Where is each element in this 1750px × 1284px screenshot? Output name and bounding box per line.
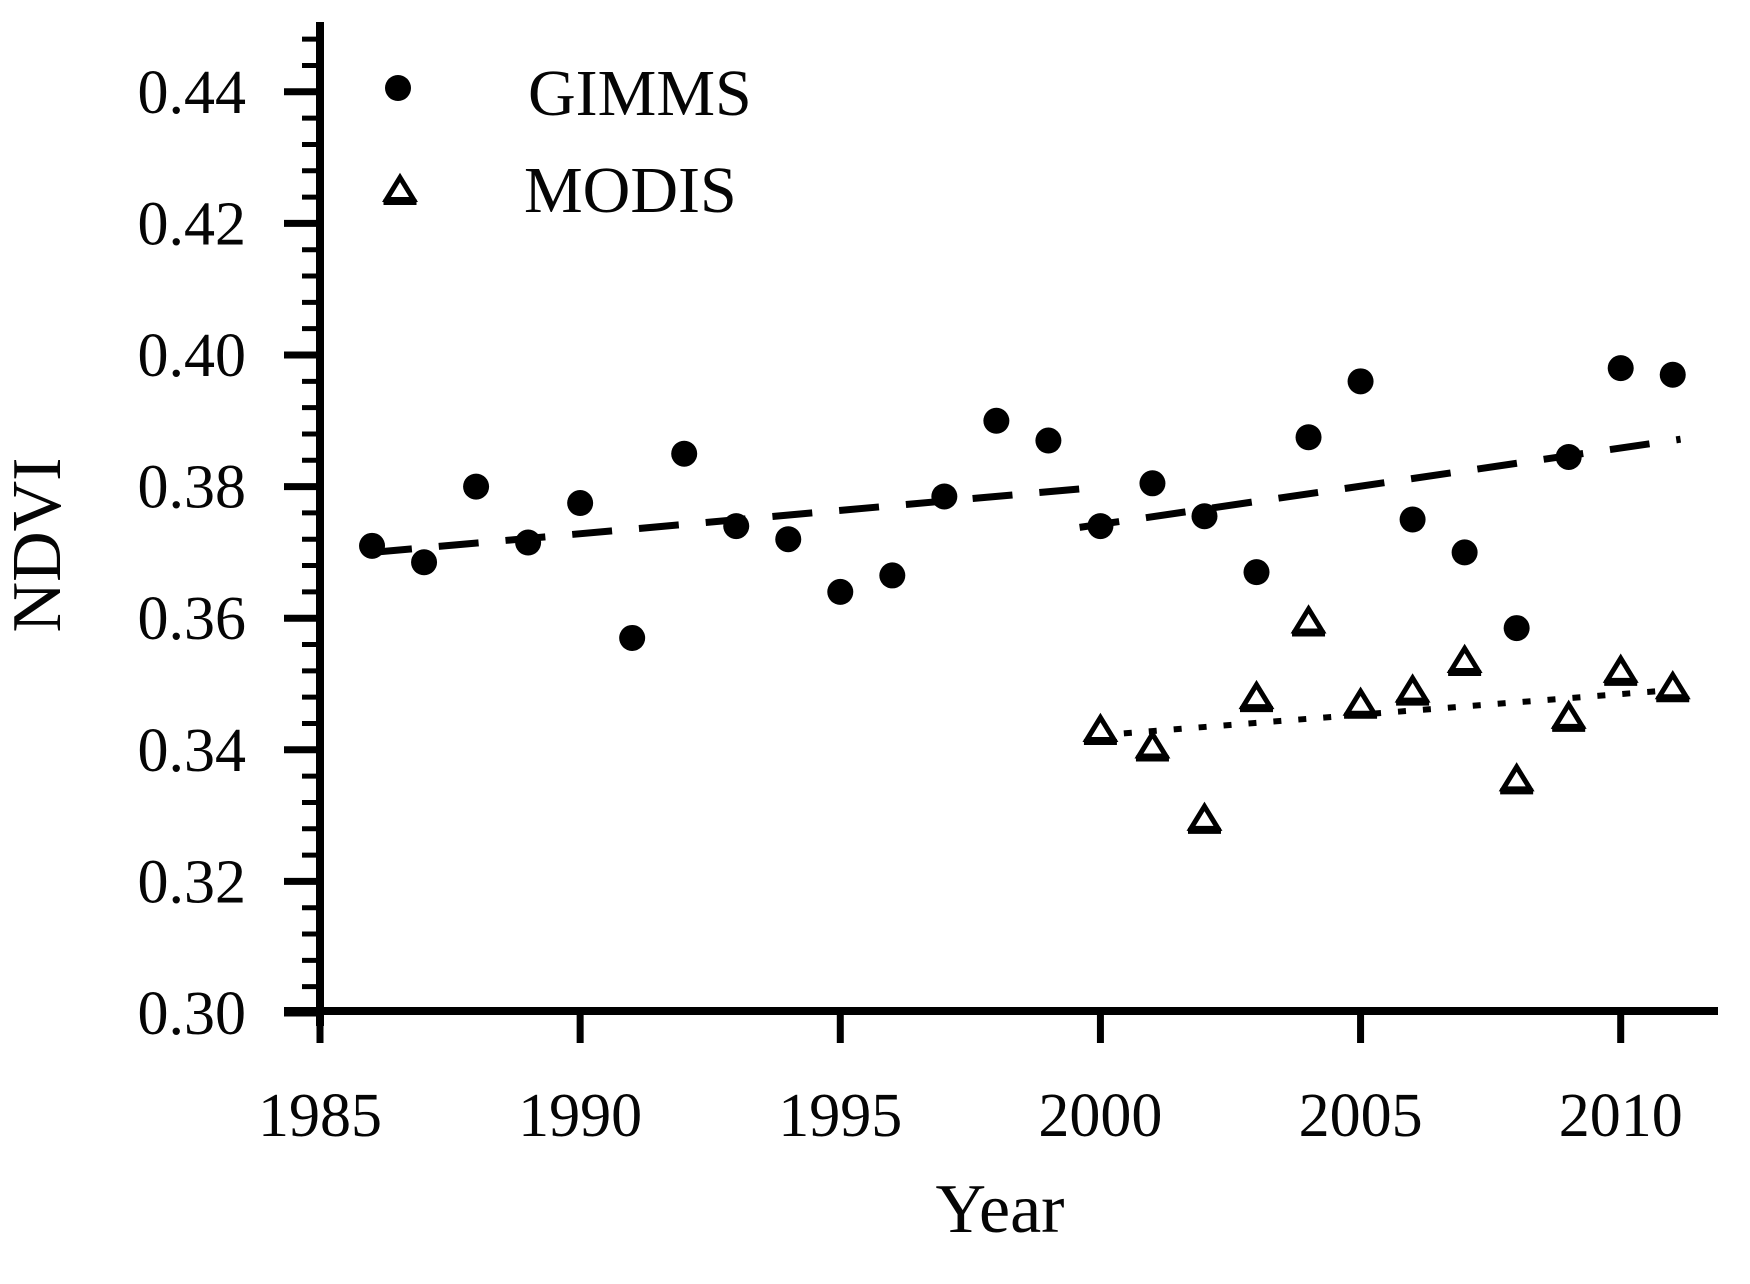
triangle-icon <box>1654 670 1691 700</box>
gimms-point <box>1087 513 1114 540</box>
y-tick-label: 0.38 <box>138 454 247 522</box>
legend-modis-marker <box>382 172 418 205</box>
gimms-point <box>1191 503 1218 530</box>
gimms-point <box>1659 361 1686 388</box>
gimms-point <box>359 532 386 559</box>
legend-gimms-label: GIMMS <box>528 57 752 130</box>
gimms-point <box>775 526 802 553</box>
y-tick-label: 0.36 <box>138 585 247 653</box>
triangle-icon <box>1082 712 1119 743</box>
gimms-point <box>931 483 958 510</box>
gimms-point <box>671 440 698 467</box>
modis-point <box>1186 801 1223 834</box>
triangle-icon <box>1134 729 1171 759</box>
gimms-point <box>1607 355 1634 382</box>
gimms-point <box>827 578 854 605</box>
gimms-point <box>1035 427 1062 454</box>
modis-point <box>1238 679 1275 713</box>
gimms-point <box>1399 506 1426 533</box>
y-tick-label: 0.34 <box>138 717 247 785</box>
triangle-icon <box>1498 762 1535 792</box>
modis-point <box>1550 699 1587 732</box>
gimms-trend-line <box>1079 435 1682 531</box>
modis-point <box>1446 643 1483 676</box>
modis-point <box>1134 729 1171 762</box>
gimms-point <box>567 490 594 517</box>
x-tick-label: 2000 <box>1038 1082 1162 1150</box>
y-tick-label: 0.30 <box>138 980 247 1048</box>
legend-modis-label: MODIS <box>524 154 737 227</box>
x-tick-label: 1985 <box>258 1082 382 1150</box>
gimms-point <box>1295 424 1322 451</box>
triangle-icon <box>1446 643 1483 673</box>
x-tick-label: 2010 <box>1559 1082 1683 1150</box>
gimms-point <box>1139 470 1166 497</box>
modis-point <box>1342 686 1379 719</box>
triangle-icon <box>1290 604 1327 634</box>
triangle-icon <box>1342 686 1379 716</box>
x-tick-label: 2005 <box>1299 1082 1423 1150</box>
gimms-point <box>723 513 750 540</box>
x-axis-label: Year <box>936 1171 1065 1248</box>
gimms-point <box>983 407 1010 434</box>
modis-point <box>1082 712 1119 746</box>
y-tick-label: 0.42 <box>138 190 247 258</box>
x-tick-label: 1995 <box>778 1082 902 1150</box>
gimms-point <box>1503 615 1530 642</box>
modis-point <box>1394 673 1431 706</box>
modis-point <box>1498 762 1535 795</box>
modis-point <box>1290 604 1327 637</box>
gimms-point <box>1555 443 1582 470</box>
gimms-point <box>1243 559 1270 586</box>
triangle-icon <box>1186 801 1223 831</box>
triangle-icon <box>382 172 418 202</box>
triangle-icon <box>1394 673 1431 703</box>
legend-gimms-marker <box>385 75 411 101</box>
gimms-point <box>879 562 906 589</box>
y-tick-label: 0.32 <box>138 848 247 916</box>
gimms-point <box>619 624 646 651</box>
triangle-icon <box>1238 679 1275 710</box>
modis-point <box>1654 670 1691 703</box>
y-tick-label: 0.40 <box>138 322 247 390</box>
gimms-point <box>515 529 542 556</box>
gimms-point <box>411 549 438 576</box>
modis-point <box>1602 653 1639 686</box>
gimms-point <box>1451 539 1478 566</box>
x-tick-label: 1990 <box>518 1082 642 1150</box>
modis-trend-line <box>1123 687 1666 737</box>
plot-area: 0.30 0.32 0.34 0.36 0.38 0.40 0.42 0.44 1985 1990… <box>138 22 1718 1150</box>
triangle-icon <box>1602 653 1639 683</box>
y-tick-label: 0.44 <box>138 59 247 127</box>
gimms-point <box>1347 368 1374 395</box>
gimms-point <box>463 473 490 500</box>
triangle-icon <box>1550 699 1587 729</box>
y-axis-label: NDVI <box>0 458 76 633</box>
